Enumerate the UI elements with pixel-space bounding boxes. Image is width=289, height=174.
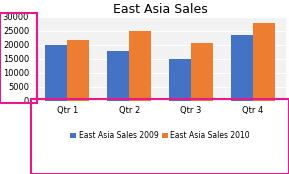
Title: East Asia Sales: East Asia Sales	[113, 3, 208, 16]
Legend: East Asia Sales 2009, East Asia Sales 2010: East Asia Sales 2009, East Asia Sales 20…	[67, 128, 253, 143]
Bar	[191, 43, 213, 101]
Bar	[67, 40, 89, 101]
Bar	[108, 51, 129, 101]
Bar	[231, 35, 253, 101]
Bar	[253, 23, 275, 101]
Bar	[169, 60, 191, 101]
Bar	[45, 45, 67, 101]
Bar	[129, 31, 151, 101]
